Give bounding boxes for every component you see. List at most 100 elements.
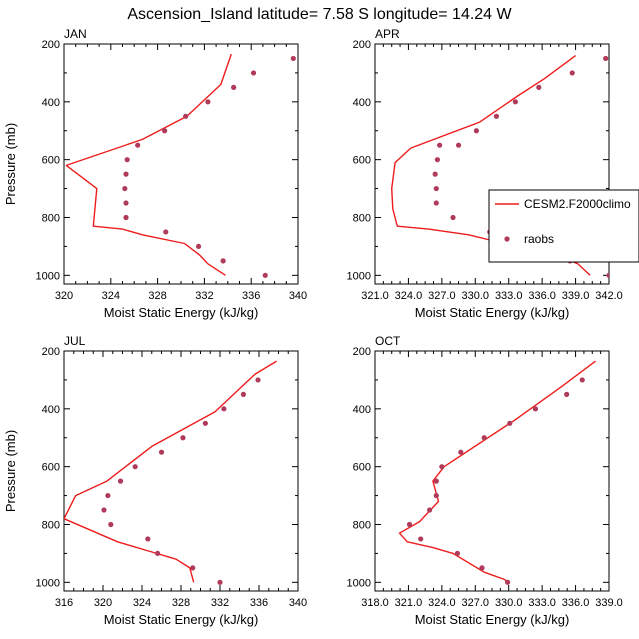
x-tick-label: 339.0 bbox=[562, 290, 590, 302]
obs-point bbox=[122, 185, 128, 192]
obs-point bbox=[290, 55, 296, 62]
x-tick-label: 327.0 bbox=[428, 290, 456, 302]
obs-point bbox=[220, 258, 226, 264]
x-tick-label: 336 bbox=[250, 597, 268, 609]
x-tick-label: 324 bbox=[102, 290, 120, 302]
obs-point bbox=[433, 185, 439, 192]
obs-point bbox=[158, 449, 165, 455]
x-tick-label: 333.0 bbox=[528, 597, 556, 609]
legend-entry: CESM2.F2000climo bbox=[495, 197, 631, 211]
y-tick-label: 1000 bbox=[36, 270, 60, 282]
obs-point bbox=[183, 113, 189, 119]
x-tick-label: 318.0 bbox=[361, 597, 389, 609]
panel-label: APR bbox=[375, 27, 400, 41]
x-axis-label: Moist Static Energy (kJ/kg) bbox=[415, 305, 570, 320]
x-axis-label: Moist Static Energy (kJ/kg) bbox=[415, 612, 570, 627]
y-tick-label: 200 bbox=[353, 346, 371, 358]
x-tick-label: 336.0 bbox=[562, 597, 590, 609]
series-line-model bbox=[398, 360, 597, 583]
obs-point bbox=[439, 464, 445, 470]
obs-point bbox=[262, 272, 268, 278]
x-axis-label: Moist Static Energy (kJ/kg) bbox=[104, 305, 259, 320]
obs-point bbox=[603, 55, 609, 62]
obs-point bbox=[427, 507, 433, 513]
obs-point bbox=[195, 243, 202, 250]
x-tick-label: 324.0 bbox=[428, 597, 456, 609]
x-tick-label: 320 bbox=[94, 597, 112, 609]
legend-entry: raobs bbox=[504, 232, 554, 246]
y-tick-label: 600 bbox=[42, 155, 60, 167]
x-tick-label: 336.0 bbox=[528, 290, 556, 302]
panel-jul: 316 320 324 328 332 336 340 200 400 600 800 1000 JUL… bbox=[3, 334, 307, 627]
obs-point bbox=[434, 157, 440, 163]
x-tick-label: 324 bbox=[133, 597, 151, 609]
y-tick-label: 400 bbox=[42, 97, 60, 109]
x-tick-label: 328 bbox=[148, 290, 166, 302]
y-tick-label: 200 bbox=[42, 346, 60, 358]
legend-swatch-marker bbox=[504, 236, 510, 242]
panel-label: OCT bbox=[375, 334, 401, 348]
y-tick-label: 800 bbox=[42, 519, 60, 531]
y-tick-label: 1000 bbox=[347, 270, 371, 282]
y-tick-label: 800 bbox=[42, 212, 60, 224]
y-tick-label: 200 bbox=[353, 39, 371, 51]
obs-point bbox=[162, 128, 168, 134]
legend-label: raobs bbox=[524, 232, 554, 246]
obs-point bbox=[579, 377, 585, 383]
obs-point bbox=[155, 550, 161, 557]
obs-point bbox=[406, 521, 413, 528]
obs-point bbox=[255, 377, 261, 383]
plot-frame bbox=[374, 350, 610, 592]
obs-point bbox=[221, 406, 227, 412]
obs-point bbox=[105, 492, 111, 499]
obs-point bbox=[564, 391, 570, 397]
panel-oct: 318.0 321.0 324.0 327.0 330.0 333.0 336.0 339.0… bbox=[347, 334, 623, 627]
obs-point bbox=[101, 507, 107, 513]
x-tick-label: 330.0 bbox=[495, 597, 523, 609]
obs-point bbox=[250, 70, 257, 76]
y-tick-label: 400 bbox=[353, 97, 371, 109]
x-tick-label: 332 bbox=[211, 597, 229, 609]
obs-point bbox=[124, 157, 130, 163]
x-tick-label: 336 bbox=[242, 290, 260, 302]
x-tick-label: 339.0 bbox=[595, 597, 623, 609]
obs-point bbox=[479, 565, 485, 571]
legend: CESM2.F2000climo raobs bbox=[488, 189, 639, 263]
y-axis-label: Pressure (mb) bbox=[3, 123, 18, 205]
x-tick-label: 340 bbox=[289, 290, 307, 302]
obs-point bbox=[432, 171, 438, 177]
obs-point bbox=[455, 142, 462, 148]
plot-area bbox=[65, 53, 296, 278]
obs-point bbox=[145, 536, 151, 542]
y-tick-label: 1000 bbox=[347, 577, 371, 589]
obs-point bbox=[433, 200, 439, 206]
x-tick-label: 342.0 bbox=[595, 290, 623, 302]
obs-point bbox=[240, 391, 246, 397]
panels: 320 324 328 332 336 340 200 400 600 800 1000 JAN Moi… bbox=[3, 27, 623, 627]
legend-box bbox=[488, 189, 639, 263]
y-axis-label: Pressure (mb) bbox=[3, 430, 18, 512]
x-tick-label: 340 bbox=[289, 597, 307, 609]
obs-point bbox=[205, 99, 211, 105]
obs-point bbox=[473, 128, 479, 134]
plot-area bbox=[398, 360, 597, 585]
obs-point bbox=[606, 272, 609, 278]
obs-point bbox=[418, 536, 424, 542]
obs-point bbox=[123, 171, 129, 177]
figure-title: Ascension_Island latitude= 7.58 S longit… bbox=[127, 6, 512, 23]
plot-frame bbox=[63, 350, 299, 592]
panel-label: JUL bbox=[64, 334, 86, 348]
y-tick-label: 800 bbox=[353, 212, 371, 224]
x-tick-label: 327.0 bbox=[462, 597, 490, 609]
obs-point bbox=[132, 464, 138, 470]
obs-point bbox=[569, 70, 575, 76]
obs-point bbox=[458, 449, 464, 455]
obs-point bbox=[190, 565, 196, 571]
y-tick-label: 400 bbox=[353, 404, 371, 416]
y-tick-label: 600 bbox=[353, 462, 371, 474]
panel-apr: 321.0 324.0 327.0 330.0 333.0 336.0 339.0 342.0… bbox=[347, 27, 623, 320]
x-tick-label: 330.0 bbox=[462, 290, 490, 302]
obs-point bbox=[507, 420, 513, 426]
y-tick-label: 1000 bbox=[36, 577, 60, 589]
